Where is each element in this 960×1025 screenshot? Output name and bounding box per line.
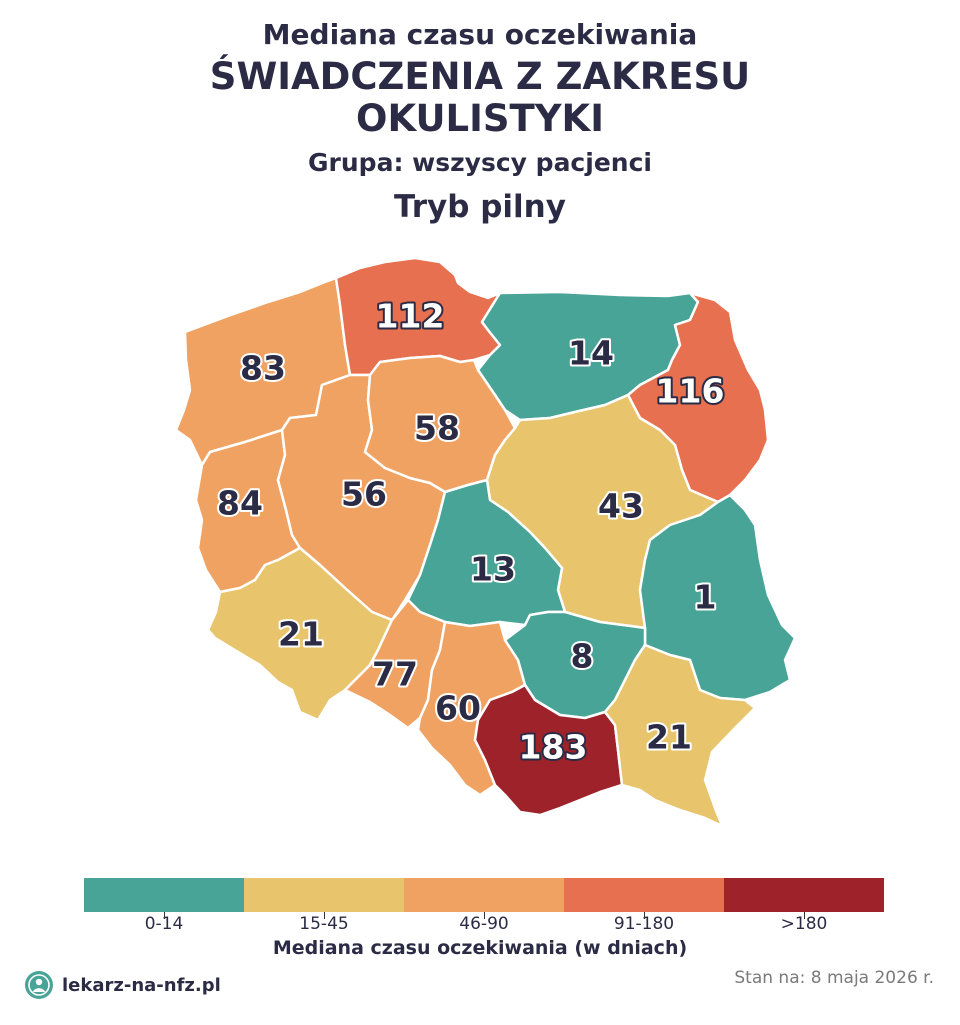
data-date: Stan na: 8 maja 2026 r. bbox=[734, 968, 934, 988]
value-label-wielkopolskie: 56 bbox=[341, 475, 387, 514]
value-label-lodzkie: 13 bbox=[470, 550, 516, 589]
color-legend bbox=[84, 878, 884, 912]
group-label: Grupa: wszyscy pacjenci bbox=[308, 148, 652, 177]
legend-label-4: >180 bbox=[780, 914, 828, 934]
value-label-podkarpackie: 21 bbox=[646, 718, 692, 757]
value-label-slaskie: 60 bbox=[435, 689, 481, 728]
value-label-podlaskie: 116 bbox=[656, 372, 725, 411]
value-label-warminsko-mazurskie: 14 bbox=[568, 334, 614, 373]
region-opolskie[interactable] bbox=[343, 598, 447, 730]
value-label-swietokrzyskie: 8 bbox=[571, 637, 594, 676]
legend-tick bbox=[644, 912, 645, 919]
legend-swatch-1 bbox=[244, 878, 404, 912]
chart-title: ŚWIADCZENIA Z ZAKRESU OKULISTYKI bbox=[130, 56, 830, 140]
value-label-zachodniopomorskie: 83 bbox=[240, 349, 286, 388]
legend-tick bbox=[804, 912, 805, 919]
value-label-mazowieckie: 43 bbox=[598, 487, 644, 526]
legend-title: Mediana czasu oczekiwania (w dniach) bbox=[272, 937, 688, 959]
value-label-lubelskie: 1 bbox=[694, 578, 717, 617]
title-line-1: ŚWIADCZENIA Z ZAKRESU bbox=[209, 55, 751, 98]
legend-label-3: 91-180 bbox=[613, 914, 675, 934]
labels-layer: 83 112 14 116 84 56 58 43 13 1 21 77 60 … bbox=[215, 295, 726, 769]
brand[interactable]: lekarz-na-nfz.pl bbox=[24, 970, 221, 1000]
legend-label-1: 15-45 bbox=[299, 914, 349, 934]
legend-swatch-3 bbox=[564, 878, 724, 912]
value-label-opolskie: 77 bbox=[372, 655, 418, 694]
legend-tick bbox=[164, 912, 165, 919]
legend-label-2: 46-90 bbox=[459, 914, 509, 934]
mode-label: Tryb pilny bbox=[394, 189, 566, 225]
value-label-dolnoslaskie: 21 bbox=[278, 615, 324, 654]
legend-swatch-0 bbox=[84, 878, 244, 912]
regions-layer bbox=[174, 256, 797, 828]
legend-swatch-2 bbox=[404, 878, 564, 912]
brand-name: lekarz-na-nfz.pl bbox=[62, 974, 221, 996]
legend-tick bbox=[324, 912, 325, 919]
legend-tick bbox=[484, 912, 485, 919]
legend-label-0: 0-14 bbox=[144, 914, 184, 934]
legend-ticks bbox=[84, 912, 884, 920]
stethoscope-logo-icon bbox=[25, 971, 53, 999]
value-label-lubuskie: 84 bbox=[217, 484, 263, 523]
value-label-malopolskie: 183 bbox=[519, 728, 588, 767]
value-label-pomorskie: 112 bbox=[376, 297, 445, 336]
legend-labels: 0-14 15-45 46-90 91-180 >180 bbox=[84, 914, 884, 934]
legend-swatch-4 bbox=[724, 878, 884, 912]
title-line-2: OKULISTYKI bbox=[356, 97, 604, 140]
chart-subtitle: Mediana czasu oczekiwania bbox=[262, 18, 698, 51]
region-podkarpackie[interactable] bbox=[603, 643, 757, 828]
value-label-kujawsko-pomorskie: 58 bbox=[414, 409, 460, 448]
